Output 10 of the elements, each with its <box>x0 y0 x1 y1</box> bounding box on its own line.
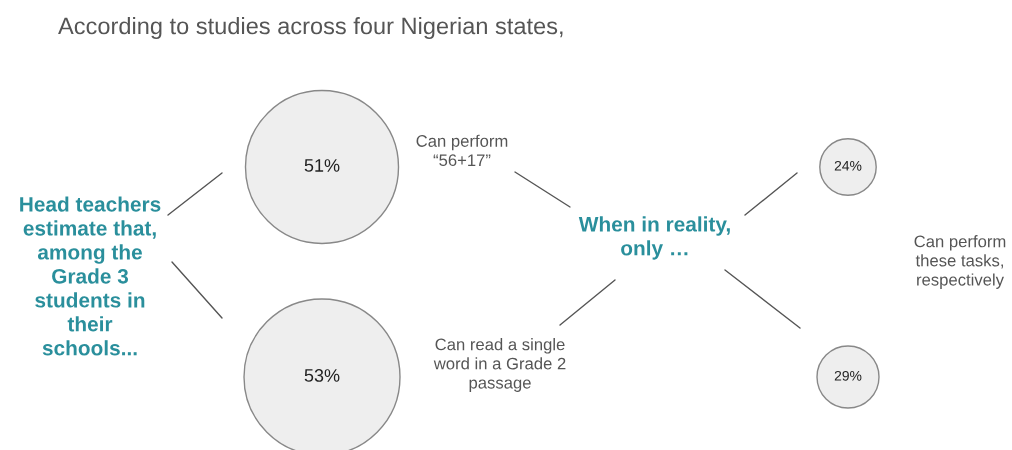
category-label: Can read a single word in a Grade 2 passage <box>433 338 566 392</box>
text: Head teachers estimate that, among the Grade 3 students in their schools... <box>20 196 161 356</box>
text: When in reality, only … <box>578 216 730 260</box>
data-label: 24% <box>834 160 862 171</box>
data-label: 29% <box>834 370 862 381</box>
text: According to studies across four Nigerian states, <box>58 17 563 39</box>
text: Can perform these tasks, respectively <box>914 235 1006 289</box>
data-label: 51% <box>304 159 340 172</box>
data-label: 53% <box>304 369 340 382</box>
category-label: Can perform “56+17” <box>416 134 508 167</box>
